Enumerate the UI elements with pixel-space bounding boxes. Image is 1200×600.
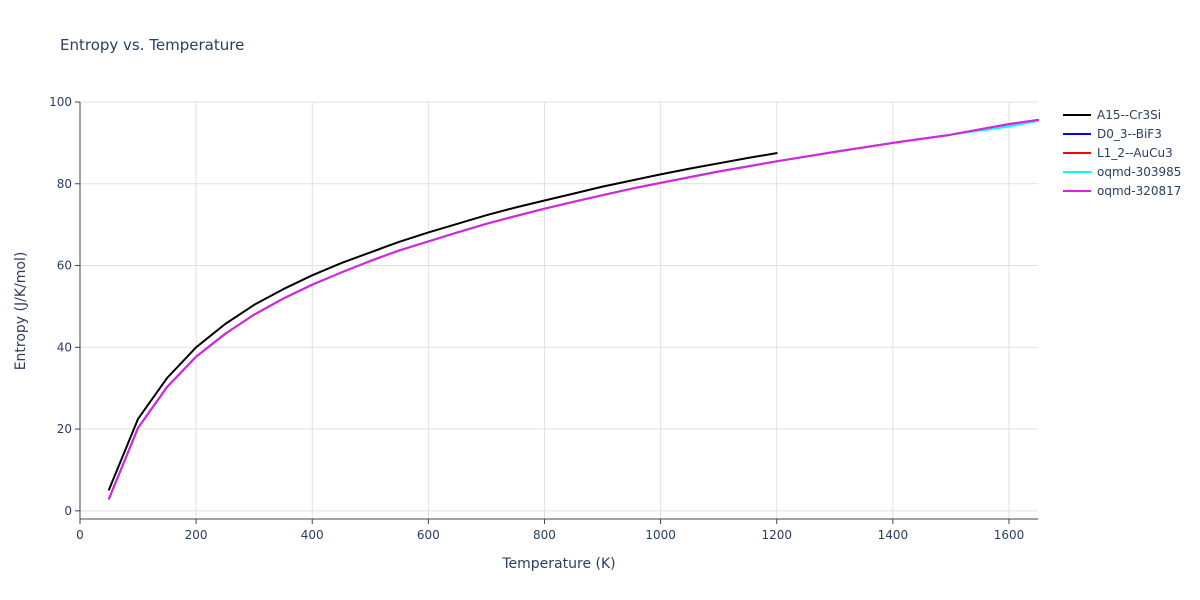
legend[interactable]: A15--Cr3Si D0_3--BiF3 L1_2--AuCu3 oqmd-3039… [1063,108,1181,198]
y-tick-label: 0 [64,504,72,518]
legend-label: D0_3--BiF3 [1097,127,1162,141]
x-tick-label: 400 [301,528,324,542]
legend-label: A15--Cr3Si [1097,108,1161,122]
x-tick-label: 1000 [645,528,676,542]
axes: 0 200 400 600 800 1000 1200 1400 1600 0 20 40 60 80 10… [49,95,1038,542]
y-tick-label: 40 [57,340,72,354]
legend-item[interactable]: L1_2--AuCu3 [1063,146,1173,160]
x-axis-title: Temperature (K) [501,556,615,572]
x-tick-label: 200 [185,528,208,542]
y-tick-label: 100 [49,95,72,109]
x-tick-label: 1200 [761,528,792,542]
legend-item[interactable]: D0_3--BiF3 [1063,127,1162,141]
legend-item[interactable]: oqmd-320817 [1063,184,1181,198]
y-tick-label: 20 [57,422,72,436]
y-tick-label: 80 [57,177,72,191]
x-tick-label: 1600 [994,528,1025,542]
y-tick-label: 60 [57,259,72,273]
legend-label: oqmd-320817 [1097,184,1181,198]
y-axis-title: Entropy (J/K/mol) [13,252,29,371]
legend-label: oqmd-303985 [1097,165,1181,179]
legend-item[interactable]: A15--Cr3Si [1063,108,1161,122]
chart-title: Entropy vs. Temperature [60,36,244,54]
legend-item[interactable]: oqmd-303985 [1063,165,1181,179]
series-line-A15--Cr3Si[interactable] [108,152,778,491]
x-tick-label: 1400 [878,528,909,542]
x-tick-label: 0 [76,528,84,542]
x-tick-label: 600 [417,528,440,542]
series-line-oqmd-320817[interactable] [108,119,1039,500]
series-lines [108,119,1039,500]
gridlines [80,101,1038,519]
x-tick-label: 800 [533,528,556,542]
legend-label: L1_2--AuCu3 [1097,146,1173,160]
